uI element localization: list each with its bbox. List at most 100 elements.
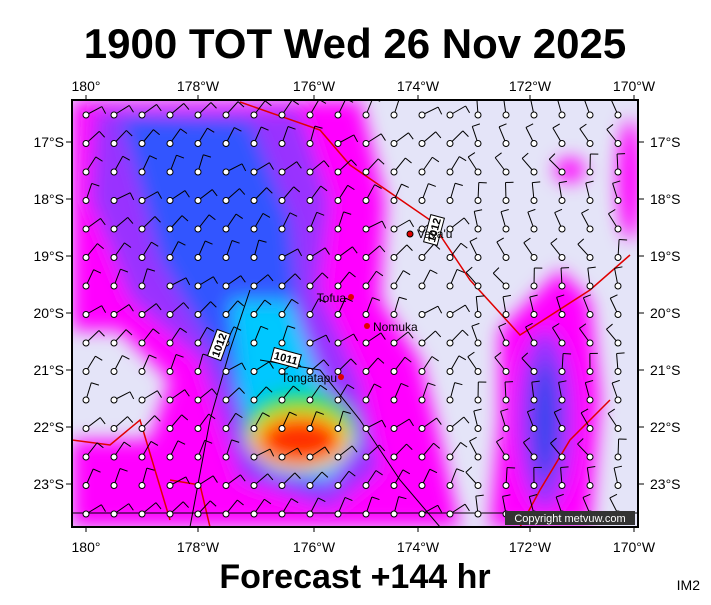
barb-station: [139, 340, 145, 346]
barb-station: [503, 483, 509, 489]
barb-station: [139, 483, 145, 489]
barb-station: [587, 426, 593, 432]
barb-station: [307, 226, 313, 232]
barb-station: [587, 283, 593, 289]
barb-station: [503, 397, 509, 403]
barb-station: [587, 169, 593, 175]
barb-station: [139, 198, 145, 204]
barb-station: [503, 112, 509, 118]
barb-station: [391, 112, 397, 118]
lat-label-right: 18°S: [650, 191, 681, 207]
barb-station: [531, 483, 537, 489]
barb-station: [615, 340, 621, 346]
barb-station: [251, 255, 257, 261]
barb-station: [251, 369, 257, 375]
barb-station: [139, 312, 145, 318]
barb-station: [111, 226, 117, 232]
barb-station: [531, 397, 537, 403]
barb-station: [335, 198, 341, 204]
barb-station: [111, 397, 117, 403]
barb-flag: [561, 467, 569, 468]
barb-station: [363, 255, 369, 261]
barb-flag: [611, 95, 618, 98]
barb-station: [475, 312, 481, 318]
barb-station: [223, 141, 229, 147]
barb-station: [111, 283, 117, 289]
barb-station: [587, 255, 593, 261]
barb-station: [111, 454, 117, 460]
barb-station: [587, 198, 593, 204]
barb-station: [167, 112, 173, 118]
barb-station: [587, 112, 593, 118]
lon-label-top: 174°W: [397, 78, 440, 94]
lat-label-left: 23°S: [33, 476, 64, 492]
barb-station: [223, 426, 229, 432]
barb-station: [447, 112, 453, 118]
barb-station: [139, 426, 145, 432]
lat-label-left: 18°S: [33, 191, 64, 207]
barb-station: [279, 112, 285, 118]
barb-station: [167, 141, 173, 147]
barb-station: [447, 369, 453, 375]
barb-station: [531, 112, 537, 118]
barb-station: [531, 141, 537, 147]
barb-station: [475, 454, 481, 460]
lon-label-bottom: 180°: [72, 539, 101, 555]
barb-station: [559, 112, 565, 118]
barb-station: [531, 369, 537, 375]
barb-station: [363, 340, 369, 346]
lat-label-right: 21°S: [650, 362, 681, 378]
barb-station: [559, 255, 565, 261]
barb-station: [307, 397, 313, 403]
barb-station: [419, 283, 425, 289]
lat-label-left: 22°S: [33, 419, 64, 435]
barb-station: [559, 312, 565, 318]
barb-station: [391, 426, 397, 432]
lat-label-right: 17°S: [650, 134, 681, 150]
barb-station: [279, 141, 285, 147]
barb-station: [559, 426, 565, 432]
map-area: [72, 95, 642, 527]
barb-station: [223, 454, 229, 460]
barb-station: [615, 369, 621, 375]
barb-station: [335, 312, 341, 318]
barb-station: [475, 369, 481, 375]
barb-station: [223, 169, 229, 175]
barb-station: [111, 169, 117, 175]
barb-station: [223, 397, 229, 403]
barb-station: [559, 454, 565, 460]
barb-station: [279, 340, 285, 346]
barb-station: [503, 255, 509, 261]
barb-station: [111, 426, 117, 432]
lon-label-bottom: 178°W: [177, 539, 220, 555]
barb-station: [83, 340, 89, 346]
barb-station: [307, 483, 313, 489]
barb-station: [83, 255, 89, 261]
lat-label-left: 21°S: [33, 362, 64, 378]
lat-label-right: 23°S: [650, 476, 681, 492]
barb-station: [531, 312, 537, 318]
barb-station: [251, 483, 257, 489]
barb-station: [391, 454, 397, 460]
barb-station: [559, 397, 565, 403]
barb-station: [447, 312, 453, 318]
barb-station: [615, 169, 621, 175]
barb-station: [391, 397, 397, 403]
barb-station: [419, 369, 425, 375]
barb-station: [195, 198, 201, 204]
lat-label-left: 20°S: [33, 305, 64, 321]
barb-station: [531, 283, 537, 289]
barb-station: [587, 369, 593, 375]
barb-station: [83, 112, 89, 118]
barb-station: [419, 426, 425, 432]
barb-station: [615, 397, 621, 403]
barb-station: [615, 312, 621, 318]
place-dot: [364, 323, 370, 329]
barb-station: [559, 369, 565, 375]
place-label: Vava'u: [417, 227, 452, 241]
barb-station: [419, 483, 425, 489]
barb-station: [251, 283, 257, 289]
barb-station: [279, 198, 285, 204]
barb-station: [391, 169, 397, 175]
barb-station: [195, 340, 201, 346]
